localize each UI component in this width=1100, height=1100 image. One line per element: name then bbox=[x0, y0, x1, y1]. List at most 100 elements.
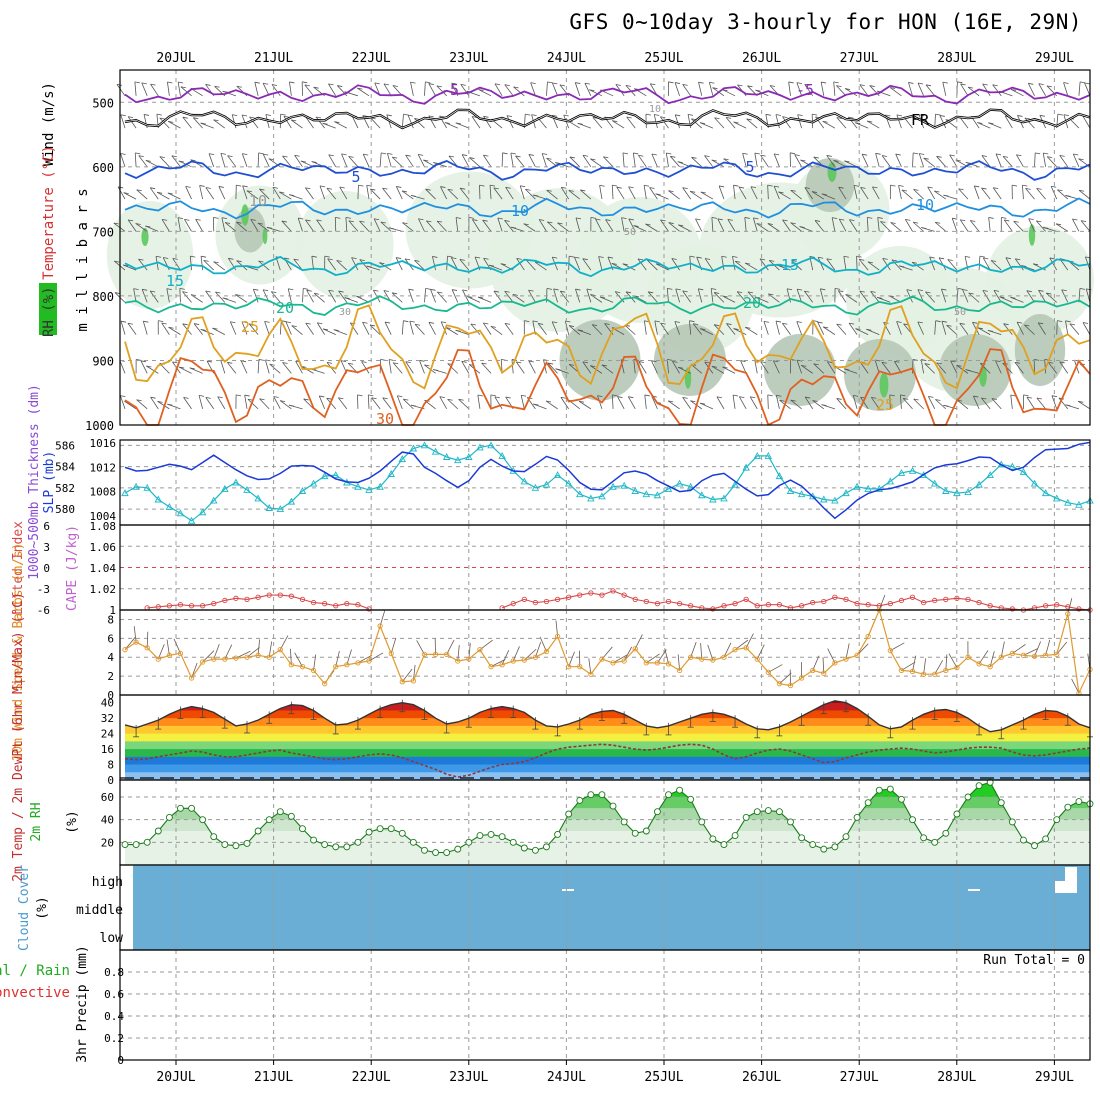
wind-barb-flag bbox=[838, 186, 844, 189]
wind-barb bbox=[455, 217, 459, 232]
wind-barb-flag bbox=[506, 115, 513, 117]
precip-tick-label: 0.2 bbox=[104, 1032, 124, 1045]
wind-barb-flag bbox=[396, 186, 402, 188]
wind-barb bbox=[595, 218, 603, 232]
lifted-index-line-point bbox=[810, 599, 816, 606]
rh2m-line-point bbox=[376, 825, 384, 833]
wind-barb-flag bbox=[935, 320, 941, 323]
wind-barb-flag bbox=[956, 364, 962, 367]
thickness-line-point bbox=[942, 487, 950, 494]
lifted-index-line-point bbox=[743, 596, 749, 603]
wind-barb-flag bbox=[281, 220, 287, 223]
rh2m-line-point bbox=[986, 778, 994, 786]
lifted-index-line-point bbox=[222, 597, 228, 604]
wind-barb-flag bbox=[981, 397, 987, 400]
wind-barb-flag bbox=[711, 217, 717, 219]
wind-barb-flag bbox=[190, 255, 196, 258]
wind-barb-flag bbox=[199, 185, 205, 187]
wind-barb-flag bbox=[699, 402, 706, 405]
wind-barb-flag bbox=[336, 260, 342, 262]
wind-barb-flag bbox=[477, 296, 484, 299]
wind-barb bbox=[649, 187, 658, 200]
wind-barb bbox=[773, 153, 780, 167]
wind-barb-flag bbox=[732, 394, 739, 397]
rh2m-line-point bbox=[820, 845, 828, 853]
thickness-line-point bbox=[642, 490, 651, 498]
wind10m-barb bbox=[535, 641, 542, 658]
wind-barb-flag bbox=[1046, 85, 1052, 88]
wind-barb bbox=[482, 219, 492, 232]
wind-barb bbox=[306, 289, 314, 303]
wind-barb-flag bbox=[595, 218, 601, 221]
thickness-line-point bbox=[176, 509, 185, 517]
lifted-index-line-point bbox=[554, 596, 561, 603]
wind-barb-flag bbox=[282, 155, 288, 158]
cloud-tick-label: high bbox=[92, 875, 123, 890]
lifted-index-line-point bbox=[255, 594, 261, 600]
rh2m-line-point bbox=[254, 827, 262, 835]
contour-label: FR bbox=[911, 111, 930, 129]
wind-barb bbox=[141, 82, 148, 96]
wind-barb bbox=[469, 157, 481, 168]
wind-barb bbox=[682, 397, 692, 410]
lifted-index-line-point bbox=[976, 599, 982, 606]
wind10m-speed-line-point bbox=[466, 656, 472, 662]
lifted-index-line-point bbox=[710, 606, 716, 612]
top-day-tick-label: 24JUL bbox=[547, 51, 586, 66]
wind-barb bbox=[844, 160, 858, 168]
wind-barb-flag bbox=[528, 360, 534, 363]
thickness-line-point bbox=[742, 463, 750, 471]
chart-title: GFS 0~10day 3-hourly for HON (16E, 29N) bbox=[569, 10, 1082, 34]
contour-label: -5 bbox=[796, 81, 814, 99]
wind-barb-flag bbox=[826, 155, 832, 157]
thickness-line-point bbox=[908, 466, 917, 474]
wind-barb bbox=[1078, 189, 1091, 200]
lifted-index-line-point bbox=[965, 596, 971, 603]
wind-barb bbox=[744, 262, 758, 271]
wind10m-barb bbox=[191, 662, 198, 679]
wind-barb-flag bbox=[821, 81, 827, 84]
wind-barb bbox=[889, 87, 902, 97]
rh2m-line-point bbox=[565, 810, 573, 818]
wind-barb bbox=[1080, 220, 1091, 232]
wind-barb-flag bbox=[182, 323, 188, 326]
wind-barb bbox=[513, 86, 525, 97]
wind-barb bbox=[934, 221, 947, 232]
wind-barb bbox=[1047, 361, 1058, 374]
wind-barb bbox=[1038, 83, 1046, 97]
wind-barb bbox=[934, 114, 936, 129]
temperature-contour-30 bbox=[124, 348, 1091, 427]
rh-shading bbox=[296, 191, 394, 299]
wind-barb bbox=[800, 159, 813, 168]
wind-barb-flag bbox=[254, 81, 260, 84]
bottom-day-tick-label: 26JUL bbox=[742, 1070, 781, 1085]
wind-barb bbox=[1003, 219, 1013, 232]
wind-barb-flag bbox=[455, 122, 461, 125]
lifted-index-line-point bbox=[588, 590, 594, 596]
wind-barb-flag bbox=[853, 395, 859, 397]
wind-barb bbox=[290, 119, 303, 129]
wind-barb-flag bbox=[1047, 156, 1053, 158]
wind-barb-flag bbox=[774, 185, 780, 188]
wind-barb-flag bbox=[1065, 320, 1071, 323]
wind-barb-flag bbox=[987, 329, 994, 332]
thickness-line-point bbox=[542, 480, 551, 488]
wind-barb-flag bbox=[341, 153, 347, 156]
wind-barb-flag bbox=[120, 153, 126, 155]
thickness-line-point bbox=[797, 490, 806, 498]
wind-barb bbox=[804, 290, 814, 303]
wind10m-frame bbox=[119, 609, 1091, 696]
wind-barb bbox=[1056, 320, 1058, 335]
wind-barb-flag bbox=[407, 114, 414, 117]
wind-barb-flag bbox=[794, 154, 800, 157]
wind-barb-flag bbox=[993, 187, 999, 190]
wind-barb-flag bbox=[804, 187, 810, 189]
lifted-index-line-point bbox=[643, 598, 649, 605]
wind-barb-flag bbox=[1025, 187, 1031, 190]
wind10m-speed-line-point bbox=[333, 664, 339, 670]
wind10m-speed-line-point bbox=[1031, 653, 1038, 659]
wind-barb bbox=[902, 398, 913, 410]
wind10m-speed-line-point bbox=[244, 654, 250, 660]
cloud-gap-edge bbox=[1055, 867, 1065, 881]
thickness-line-point bbox=[775, 472, 784, 480]
